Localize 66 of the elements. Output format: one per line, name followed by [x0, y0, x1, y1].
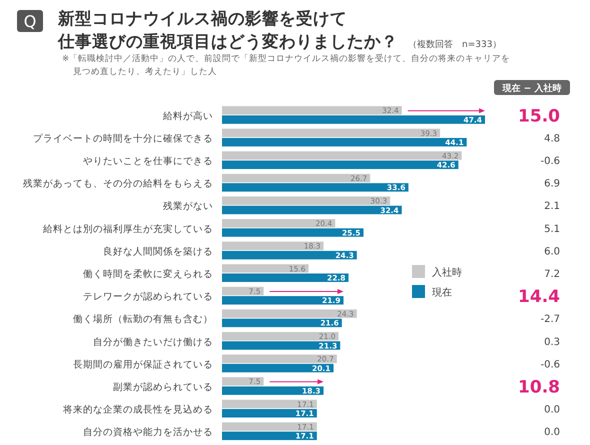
bar: [222, 432, 317, 440]
bar: [222, 196, 390, 205]
bar: [222, 409, 317, 418]
bar: [222, 264, 309, 273]
bar: [222, 160, 458, 170]
legend-label: 現在: [432, 286, 452, 298]
y-tick-label: 将来的な企業の成長性を見込める: [62, 404, 213, 416]
y-tick-label: やりたいことを仕事にできる: [83, 155, 213, 168]
y-tick-label: 良好な人間関係を築ける: [103, 245, 213, 258]
bar: [222, 296, 344, 305]
bar: [222, 377, 264, 386]
text: 0.0: [544, 427, 560, 438]
bar: [222, 364, 334, 372]
bar: [222, 138, 467, 146]
text: 現在 − 入社時: [502, 83, 562, 94]
text: Q: [24, 12, 36, 31]
y-tick-label: 働く場所（転勤の有無も含む）: [73, 313, 213, 326]
text: -2.7: [540, 314, 560, 326]
text: 14.4: [518, 287, 560, 308]
bar: [222, 115, 485, 124]
y-tick-label: 残業があっても、その分の給料をもらえる: [23, 178, 213, 190]
bar: [222, 250, 357, 260]
text: -0.6: [540, 156, 560, 168]
y-tick-label: テレワークが認められている: [83, 290, 213, 303]
y-tick-label: 給料とは別の福利厚生が充実している: [42, 222, 213, 235]
bar: [222, 242, 324, 250]
text: 6.9: [544, 178, 560, 190]
chart-subtitle: （複数回答 n=333）: [408, 39, 502, 50]
bar: [222, 309, 357, 318]
legend-label: 入社時: [432, 266, 462, 278]
bar: [222, 332, 339, 340]
y-tick-label: 自分の資格や能力を活かせる: [83, 426, 213, 438]
text: 10.8: [518, 377, 560, 398]
bar: [222, 151, 462, 160]
y-tick-label: 自分が働きたいだけ働ける: [93, 336, 213, 348]
bar: [222, 400, 317, 408]
text: 5.1: [544, 224, 560, 235]
bar: [222, 422, 317, 431]
bar: [222, 183, 408, 192]
y-tick-label: 長期間の雇用が保証されている: [73, 358, 213, 370]
bar: [222, 354, 337, 364]
chart-title: 新型コロナウイルス禍の影響を受けて仕事選びの重視項目はどう変わりましたか？: [57, 9, 398, 51]
text: 15.0: [518, 106, 560, 126]
bar: [222, 274, 349, 282]
y-tick-label: 給料が高い: [162, 110, 213, 122]
text: 7.2: [544, 269, 560, 280]
y-tick-label: 働く時間を柔軟に変えられる: [83, 268, 213, 280]
text: 2.1: [544, 201, 560, 212]
bar: [222, 106, 402, 115]
text: 4.8: [544, 133, 560, 144]
bar: [222, 286, 264, 296]
text: -0.6: [540, 359, 560, 370]
bar: [222, 386, 324, 395]
bar: [222, 206, 402, 214]
y-tick-label: 残業がない: [163, 200, 213, 212]
text: 0.3: [544, 336, 560, 348]
y-tick-label: 副業が認められている: [113, 380, 213, 393]
bar: [222, 228, 364, 237]
bar: [222, 219, 336, 228]
bar: [222, 318, 342, 328]
bar: [222, 128, 440, 138]
text: 0.0: [544, 404, 560, 416]
text: 6.0: [544, 246, 560, 258]
bar: [222, 174, 370, 182]
y-tick-label: プライベートの時間を十分に確保できる: [33, 132, 213, 144]
text: ※「転職検討中／活動中」の人で、前設問で「新型コロナウイルス禍の影響を受けて、自分の将来のキャリアを見つめ直したり、考えたり」した人: [62, 53, 510, 77]
